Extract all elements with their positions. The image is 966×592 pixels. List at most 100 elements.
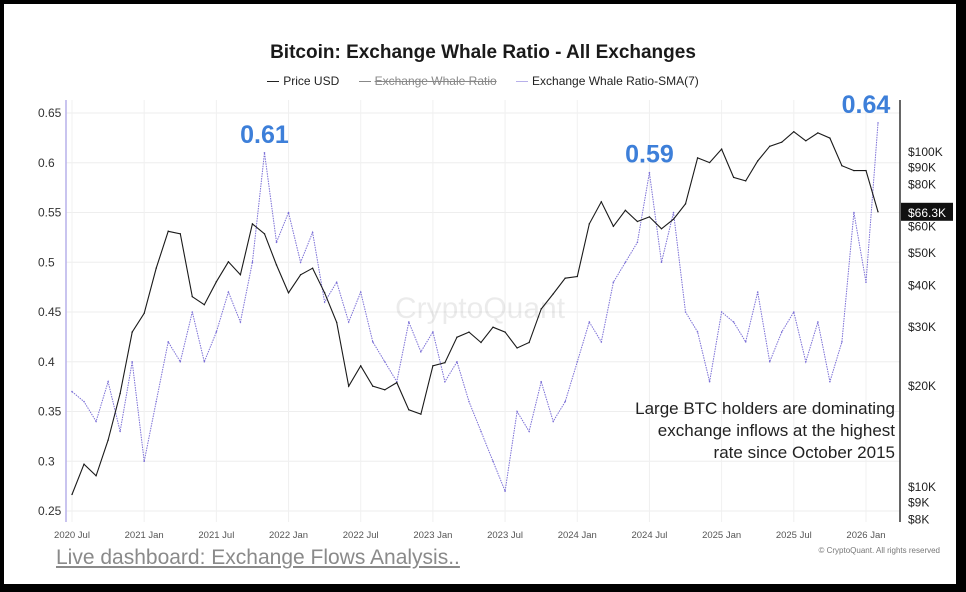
sma-line xyxy=(71,122,879,493)
sma-point xyxy=(480,430,482,433)
price-point xyxy=(504,331,506,333)
price-point xyxy=(672,218,675,220)
annotation-label: 0.59 xyxy=(625,141,674,169)
y-left-tick-label: 0.3 xyxy=(38,454,55,468)
y-right-tick-label: $100K xyxy=(908,145,943,159)
sma-point xyxy=(119,430,121,433)
price-point xyxy=(251,223,254,225)
legend-item-price[interactable]: Price USD xyxy=(267,74,339,88)
sma-point xyxy=(684,311,687,313)
sma-point xyxy=(576,360,579,363)
y-right-tick-label: $20K xyxy=(908,379,936,393)
price-point xyxy=(155,267,157,269)
legend-item-whale-ratio[interactable]: Exchange Whale Ratio xyxy=(358,74,497,88)
sma-point xyxy=(504,490,506,492)
sma-point xyxy=(444,380,446,383)
x-tick-label: 2022 Jul xyxy=(343,530,379,541)
sma-point xyxy=(841,341,843,343)
price-point xyxy=(239,274,242,276)
price-point xyxy=(143,312,145,314)
price-point xyxy=(781,141,783,143)
price-point xyxy=(817,132,819,134)
price-point xyxy=(71,493,73,496)
y-right-tick-label: $80K xyxy=(908,177,936,191)
price-point xyxy=(227,261,230,263)
sma-point xyxy=(263,152,266,154)
price-point xyxy=(492,326,494,328)
legend-swatch-price xyxy=(267,81,280,83)
x-tick-label: 2021 Jul xyxy=(198,530,234,541)
sma-point xyxy=(408,321,410,323)
x-tick-label: 2024 Jul xyxy=(631,530,667,541)
price-point xyxy=(528,341,530,344)
price-point xyxy=(612,225,615,228)
price-point xyxy=(552,293,554,295)
sma-point xyxy=(732,321,735,323)
y-left-tick-label: 0.6 xyxy=(38,156,55,170)
y-right-tick-label: $50K xyxy=(908,246,936,260)
annotation-label: 0.61 xyxy=(240,121,289,149)
sma-point xyxy=(768,360,771,363)
sma-point xyxy=(215,331,218,333)
y-left-tick-label: 0.65 xyxy=(38,106,62,120)
y-left-tick-label: 0.25 xyxy=(38,504,62,518)
x-tick-label: 2024 Jan xyxy=(558,530,597,541)
x-tick-label: 2025 Jul xyxy=(776,530,812,541)
sma-point xyxy=(877,122,879,124)
price-point xyxy=(299,274,302,276)
sma-point xyxy=(432,331,434,333)
sma-point xyxy=(371,341,374,343)
sma-point xyxy=(167,341,170,343)
legend-swatch-whale-ratio xyxy=(358,81,371,83)
price-point xyxy=(793,130,795,133)
price-point xyxy=(83,463,85,465)
chart-card xyxy=(4,4,956,584)
sma-point xyxy=(311,231,314,234)
price-point xyxy=(179,233,181,235)
price-point xyxy=(636,220,639,223)
sma-point xyxy=(179,360,182,363)
price-point xyxy=(588,223,590,225)
current-price-label: $66.3K xyxy=(908,206,946,220)
sma-point xyxy=(744,341,747,343)
x-tick-label: 2023 Jan xyxy=(413,530,452,541)
legend-item-sma[interactable]: Exchange Whale Ratio-SMA(7) xyxy=(516,74,699,88)
annotation-label: 0.64 xyxy=(842,91,891,119)
live-dashboard-link[interactable]: Live dashboard: Exchange Flows Analysis.… xyxy=(56,546,460,569)
sma-point xyxy=(829,380,831,383)
sma-point xyxy=(420,351,422,353)
sma-point xyxy=(612,281,615,283)
price-point xyxy=(564,277,566,279)
sma-point xyxy=(516,410,518,413)
sma-point xyxy=(468,400,470,403)
price-point xyxy=(660,228,663,230)
y-right-tick-label: $8K xyxy=(908,512,929,526)
watermark: CryptoQuant xyxy=(395,292,566,325)
y-right-tick-label: $10K xyxy=(908,480,936,494)
x-tick-label: 2025 Jan xyxy=(702,530,741,541)
sma-point xyxy=(251,261,254,264)
sma-point xyxy=(793,311,795,313)
sma-point xyxy=(564,400,567,403)
sma-point xyxy=(708,380,711,383)
y-left-tick-label: 0.55 xyxy=(38,206,62,220)
note-line: exchange inflows at the highest xyxy=(658,421,895,440)
price-point xyxy=(516,347,518,349)
sma-point xyxy=(275,241,278,244)
price-point xyxy=(107,439,109,441)
sma-point xyxy=(287,211,290,214)
y-right-tick-label: $30K xyxy=(908,320,936,334)
price-point xyxy=(191,295,193,298)
price-point xyxy=(841,165,843,167)
sma-point xyxy=(492,460,494,463)
sma-point xyxy=(143,460,145,463)
sma-point xyxy=(528,430,530,433)
price-point xyxy=(384,389,386,391)
price-point xyxy=(865,169,867,172)
sma-point xyxy=(191,311,194,313)
y-left-tick-label: 0.4 xyxy=(38,355,55,369)
sma-point xyxy=(71,390,73,393)
sma-point xyxy=(299,261,302,264)
price-point xyxy=(648,216,651,218)
